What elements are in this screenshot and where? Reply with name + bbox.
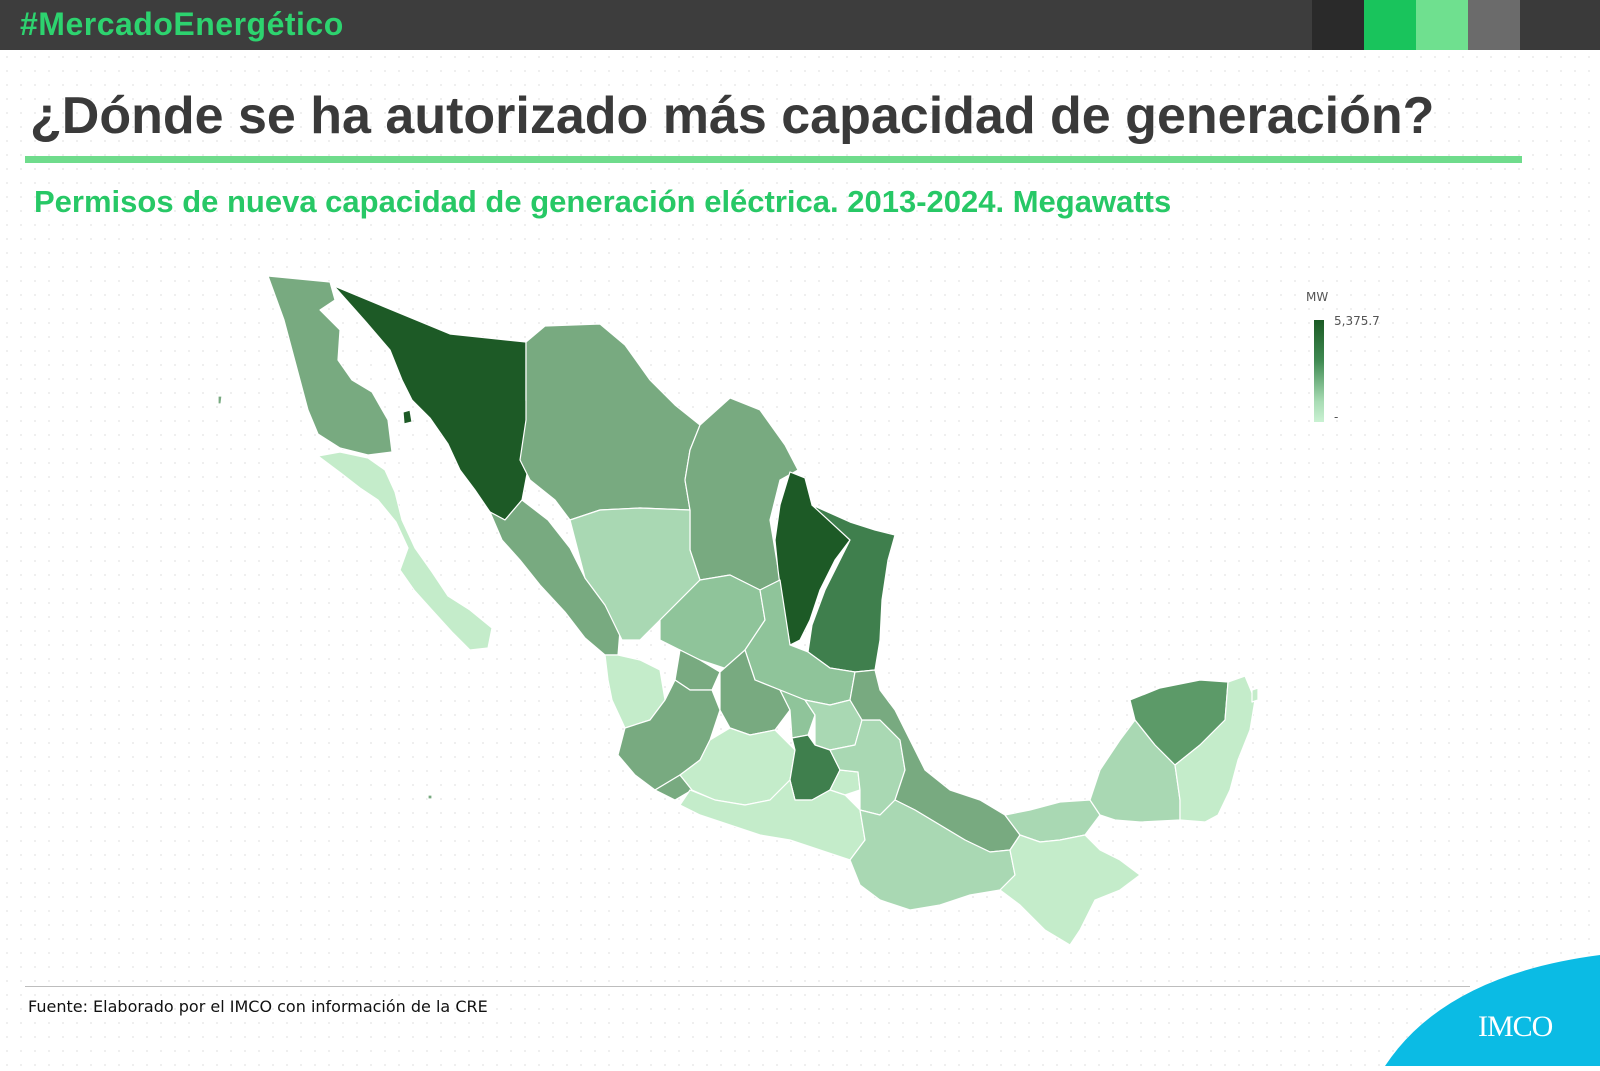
state-baja-california [267,275,393,456]
state-quintana-roo [1174,675,1256,823]
legend-min-label: - [1334,410,1339,424]
island-socorro [427,794,433,800]
legend-unit: MW [1306,290,1329,304]
color-swatch-1 [1312,0,1365,50]
top-bar: #MercadoEnergético [0,0,1600,50]
hashtag-label: #MercadoEnergético [20,6,344,42]
page-title: ¿Dónde se ha autorizado más capacidad de… [30,87,1435,145]
map-legend: MW 5,375.7 - [1300,286,1420,426]
legend-color-scale [1314,320,1324,422]
state-jalisco [617,679,721,791]
imco-logo: IMCO [1478,1010,1553,1043]
state-chihuahua [519,323,701,521]
corner-shape [1385,955,1600,1066]
state-baja-california-sur [317,451,493,651]
state-chiapas [999,834,1141,946]
island-tiburon [402,409,413,425]
source-note: Fuente: Elaborado por el IMCO con inform… [28,997,488,1016]
page-subtitle: Permisos de nueva capacidad de generació… [34,184,1172,219]
legend-max-label: 5,375.7 [1334,314,1380,328]
source-divider [25,986,1470,987]
color-swatch-4 [1468,0,1521,50]
state-zacatecas [659,574,766,671]
state-sinaloa [489,499,621,656]
color-swatch-3 [1416,0,1469,50]
corner-decoration [1385,955,1600,1066]
island-cozumel [1251,687,1259,703]
state-guanajuato [719,649,791,736]
color-swatch-2 [1364,0,1417,50]
color-swatch-5 [1520,0,1600,50]
title-underline [25,156,1522,163]
island-guadalupe [217,395,223,405]
